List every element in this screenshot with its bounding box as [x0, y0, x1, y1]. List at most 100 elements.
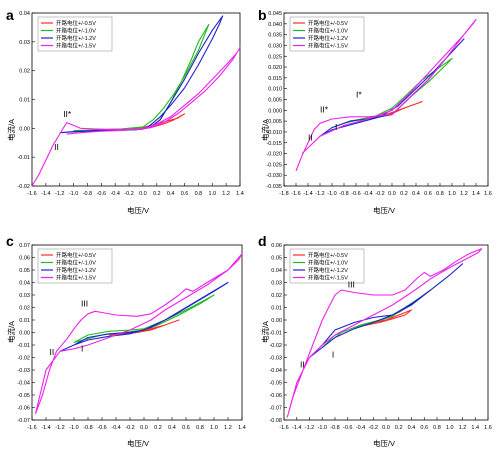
x-tick-label: -0.8	[83, 425, 92, 431]
annotation-label: I*	[356, 89, 362, 99]
y-tick-label: 0.05	[271, 256, 282, 262]
legend: 开路电位+/-0.5V开路电位+/-1.0V开路电位+/-1.2V开路电位+/-…	[289, 16, 365, 52]
legend-entry: 开路电位+/-1.5V	[56, 42, 96, 50]
y-tick-label: 0.045	[268, 11, 282, 17]
y-tick-label: 0.06	[271, 243, 282, 249]
y-tick-label: -0.015	[266, 141, 282, 147]
panel-label: d	[258, 233, 267, 249]
y-tick-label: -0.08	[269, 418, 282, 424]
x-tick-label: -1.0	[69, 191, 78, 197]
x-tick-label: 0.4	[408, 425, 416, 431]
x-tick-label: 0.2	[395, 425, 403, 431]
legend-entry: 开路电位+/-1.0V	[56, 27, 96, 35]
y-tick-label: -0.07	[269, 406, 282, 412]
y-tick-label: 0.03	[19, 293, 30, 299]
y-tick-label: 0.035	[268, 33, 282, 39]
y-tick-label: 0.025	[268, 54, 282, 60]
y-tick-label: 0.020	[268, 65, 282, 71]
x-tick-label: -1.6	[291, 191, 300, 197]
y-tick-label: 0.06	[19, 256, 30, 262]
x-tick-label: 0.6	[420, 425, 428, 431]
y-tick-label: 0.005	[268, 98, 282, 104]
y-tick-label: -0.020	[266, 152, 282, 158]
x-tick-label: -1.6	[27, 425, 36, 431]
y-tick-label: 0.02	[19, 306, 30, 312]
x-axis-label: 电压/V	[373, 205, 395, 215]
x-axis-label: 电压/V	[373, 438, 395, 448]
x-tick-label: -0.2	[125, 425, 134, 431]
x-tick-label: 0.6	[182, 425, 190, 431]
y-tick-label: -0.010	[266, 130, 282, 136]
y-tick-label: 0.00	[271, 318, 282, 324]
y-tick-label: -0.04	[269, 368, 282, 374]
legend-entry: 开路电位+/-0.5V	[308, 251, 348, 259]
y-tick-label: 0.01	[19, 98, 30, 104]
chart-panel-b: b -1.8 -1.6 -1.4 -1.2 -1.0 -0.8 -0.6 -0.4 -0.2 0.0…	[258, 7, 492, 215]
x-tick-label: -1.2	[55, 191, 64, 197]
y-tick-label: 0.01	[271, 306, 282, 312]
x-tick-label: 1.4	[471, 425, 479, 431]
x-tick-label: -1.2	[315, 191, 324, 197]
legend: 开路电位+/-0.5V开路电位+/-1.0V开路电位+/-1.2V开路电位+/-…	[289, 248, 365, 284]
y-tick-label: 0.03	[19, 40, 30, 46]
y-tick-label: -0.03	[269, 356, 282, 362]
series-line-3	[59, 281, 229, 352]
y-axis-label: 电流/A	[6, 119, 16, 141]
annotation-label: II	[308, 133, 313, 143]
y-tick-label: -0.02	[17, 356, 30, 362]
y-tick-label: -0.030	[266, 173, 282, 179]
x-tick-label: -0.4	[111, 425, 120, 431]
x-tick-label: 0.4	[412, 191, 420, 197]
x-tick-label: -0.6	[97, 191, 106, 197]
legend-entry: 开路电位+/-1.0V	[308, 259, 348, 267]
x-tick-label: 0.8	[433, 425, 441, 431]
x-tick-label: 1.2	[224, 425, 232, 431]
y-tick-label: -0.025	[266, 162, 282, 168]
series-line-3	[319, 38, 465, 137]
chart-panel-c: c -1.6 -1.4 -1.2 -1.0 -0.8 -0.6 -0.4 -0.2 0.0 0.2 0…	[6, 233, 246, 448]
y-tick-label: 0.030	[268, 43, 282, 49]
panel-label: c	[6, 233, 14, 249]
x-tick-label: -1.4	[41, 191, 50, 197]
legend-entry: 开路电位+/-1.5V	[308, 274, 348, 282]
x-tick-label: 1.0	[210, 425, 218, 431]
x-tick-label: 1.0	[208, 191, 216, 197]
series-line-4	[286, 248, 483, 418]
series-line-2	[73, 294, 215, 344]
legend-entry: 开路电位+/-1.2V	[308, 34, 348, 42]
series-line-2	[321, 274, 451, 348]
y-axis-label: 电流/A	[6, 321, 16, 343]
y-tick-label: 0.040	[268, 22, 282, 28]
x-tick-label: 0.2	[154, 425, 162, 431]
annotation-label: II*	[63, 109, 72, 119]
x-tick-label: 1.6	[484, 425, 492, 431]
x-tick-label: -1.4	[303, 191, 312, 197]
x-tick-label: 0.2	[153, 191, 161, 197]
y-tick-label: 0.02	[271, 293, 282, 299]
annotation-label: II	[54, 142, 59, 152]
y-tick-label: 0.010	[268, 87, 282, 93]
x-tick-label: -1.0	[69, 425, 78, 431]
y-tick-label: 0.00	[19, 126, 30, 132]
y-axis-label: 电流/A	[260, 321, 270, 343]
y-tick-label: 0.01	[19, 318, 30, 324]
x-axis-label: 电压/V	[127, 205, 149, 215]
x-tick-label: -0.6	[351, 191, 360, 197]
legend-entry: 开路电位+/-1.2V	[56, 266, 96, 274]
y-tick-label: -0.04	[17, 381, 30, 387]
y-tick-label: 0.015	[268, 76, 282, 82]
y-tick-label: -0.03	[17, 368, 30, 374]
x-tick-label: -0.2	[375, 191, 384, 197]
y-tick-label: -0.02	[269, 343, 282, 349]
x-tick-label: 0.8	[195, 191, 203, 197]
x-tick-label: 0.6	[181, 191, 189, 197]
chart-panel-d: d -1.6 -1.4 -1.2 -1.0 -0.8 -0.6 -0.4 -0.2 0.0 0.2 0…	[258, 233, 492, 448]
x-tick-label: -0.4	[356, 425, 365, 431]
y-tick-label: 0.04	[19, 281, 30, 287]
y-tick-label: -0.07	[17, 418, 30, 424]
y-tick-label: 0.04	[19, 11, 30, 17]
x-tick-label: 1.4	[472, 191, 480, 197]
x-tick-label: -1.6	[27, 191, 36, 197]
y-tick-label: -0.035	[266, 184, 282, 190]
